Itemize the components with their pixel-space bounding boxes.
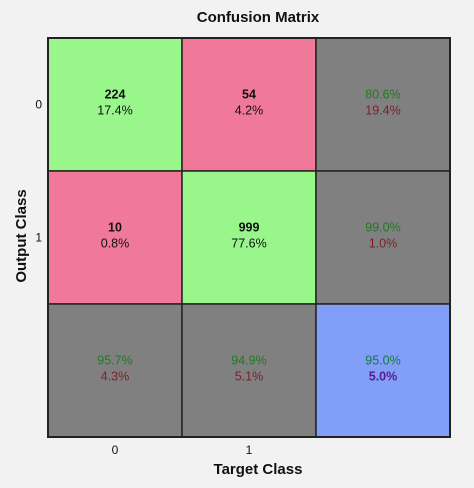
row-summary-cell-0-bottom-label: 19.4%	[365, 104, 400, 118]
x-axis-label: Target Class	[214, 461, 303, 478]
matrix-cell-1-1-bottom-label: 77.6%	[231, 237, 266, 251]
matrix-cell-1-1-rect	[181, 170, 317, 305]
matrix-cell-0-1: 54 4.2%	[181, 37, 317, 172]
row-summary-cell-1: 99.0% 1.0%	[315, 170, 451, 305]
matrix-cell-0-1-rect	[181, 37, 317, 172]
matrix-frame	[47, 37, 451, 438]
row-summary-cell-0-rect	[315, 37, 451, 172]
overall-accuracy-cell-bottom-label: 5.0%	[369, 370, 398, 384]
matrix-cell-0-1-bottom-label: 4.2%	[235, 104, 264, 118]
x-tick-label: 1	[246, 443, 253, 457]
matrix-cell-1-0-rect	[47, 170, 183, 305]
chart-title: Confusion Matrix	[197, 9, 320, 26]
overall-accuracy-cell: 95.0% 5.0%	[315, 303, 451, 438]
y-tick-label: 1	[35, 231, 42, 245]
axis-ticks: 0 101	[35, 98, 252, 458]
row-summary-cell-0: 80.6% 19.4%	[315, 37, 451, 172]
row-summary-cell-1-top-label: 99.0%	[365, 221, 400, 235]
column-summary-cell-1: 94.9% 5.1%	[181, 303, 317, 438]
column-summary-cell-0-top-label: 95.7%	[97, 354, 132, 368]
column-summary-cell-1-top-label: 94.9%	[231, 354, 266, 368]
column-summary-cell-1-bottom-label: 5.1%	[235, 370, 264, 384]
matrix-cell-1-0-top-label: 10	[108, 221, 122, 235]
matrix-cells: 224 17.4% 54 4.2% 10 0.8% 999 77.6% 80.6% 19.4% 99…	[47, 37, 451, 438]
matrix-cell-1-1-top-label: 999	[239, 221, 260, 235]
matrix-cell-0-0-rect	[47, 37, 183, 172]
column-summary-cell-1-rect	[181, 303, 317, 438]
y-tick-label: 0	[35, 98, 42, 112]
row-summary-cell-1-rect	[315, 170, 451, 305]
matrix-cell-0-0: 224 17.4%	[47, 37, 183, 172]
matrix-cell-1-0: 10 0.8%	[47, 170, 183, 305]
column-summary-cell-0-bottom-label: 4.3%	[101, 370, 130, 384]
matrix-cell-0-1-top-label: 54	[242, 88, 256, 102]
matrix-cell-0-0-top-label: 224	[105, 88, 126, 102]
overall-accuracy-cell-top-label: 95.0%	[365, 354, 400, 368]
row-summary-cell-0-top-label: 80.6%	[365, 88, 400, 102]
x-tick-label: 0	[112, 443, 119, 457]
y-axis-label: Output Class	[13, 189, 30, 282]
row-summary-cell-1-bottom-label: 1.0%	[369, 237, 398, 251]
matrix-cell-0-0-bottom-label: 17.4%	[97, 104, 132, 118]
matrix-cell-1-0-bottom-label: 0.8%	[101, 237, 130, 251]
matrix-cell-1-1: 999 77.6%	[181, 170, 317, 305]
column-summary-cell-0: 95.7% 4.3%	[47, 303, 183, 438]
